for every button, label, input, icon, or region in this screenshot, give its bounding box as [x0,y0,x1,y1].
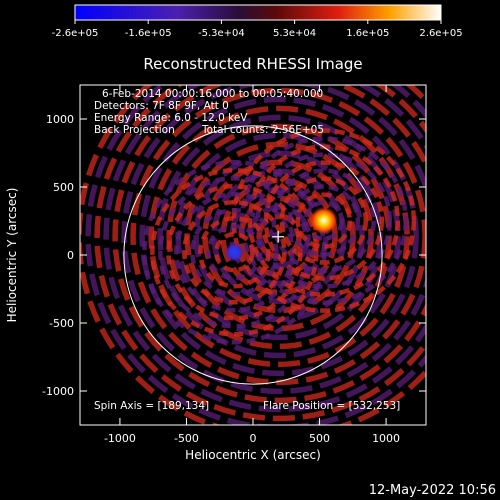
heatmap-ring [130,87,426,386]
info-annotations: 6-Feb-2014 00:00:16.000 to 00:05:40.000 … [94,88,324,136]
colorbar-tick-label: -1.6e+05 [125,28,172,39]
colorbar-tick-label: -5.3e+04 [198,28,245,39]
negative-source [224,242,245,263]
y-tick-label: 1000 [46,113,74,126]
negative-ring [206,224,263,281]
heatmap-ring [112,85,426,404]
total-counts-label: Total counts: 2.56E+05 [201,124,324,136]
y-axis-label: Heliocentric Y (arcsec) [5,188,19,323]
x-axis-label: Heliocentric X (arcsec) [185,448,321,462]
x-tick-label: 1000 [372,432,400,445]
flare-ring [303,200,345,241]
detectors-label: Detectors: 7F 8F 9F, Att 0 [94,100,229,112]
timestamp: 12-May-2022 10:56 [369,483,496,498]
colorbar [74,4,442,21]
flare-source [309,206,338,235]
negative-ring [198,216,271,289]
heatmap-ring [121,85,426,395]
colorbar-tick-label: 5.3e+04 [273,28,316,39]
heatmap-ring [103,85,426,413]
negative-ring [190,208,279,297]
axis-ticks: -1000 -500 0 500 1000 -1000 -500 0 500 1000 [42,85,426,445]
flare-ring [263,160,385,281]
energy-range-label: Energy Range: 6.0 - 12.0 keV [94,112,248,124]
heatmap-ring [148,105,410,368]
heatmap-ring [229,186,329,287]
flare-ring [231,128,417,313]
colorbar-tick-label: -2.6e+05 [52,28,99,39]
negative-ring [182,200,287,305]
x-tick-label: 0 [250,432,257,445]
heatmap-image [80,85,426,425]
flare-ring [279,176,369,265]
colorbar-ticks: -2.6e+05 -1.6e+05 -5.3e+04 5.3e+04 1.6e+05 2.… [52,20,463,39]
colorbar-tick-label: 2.6e+05 [419,28,462,39]
negative-ring [166,184,303,321]
time-range-label: 6-Feb-2014 00:00:16.000 to 00:05:40.000 [102,88,323,100]
negative-ring [214,232,255,273]
solar-limb-circle [123,125,383,385]
flare-ring [287,184,361,257]
x-tick-label: -1000 [104,432,136,445]
plot-area: -1000 -500 0 500 1000 -1000 -500 0 500 1000 [42,84,427,445]
negative-ring [174,192,295,313]
heatmap-ring [139,96,419,377]
spin-axis-label: Spin Axis = [189,134] [94,400,209,412]
y-tick-label: 500 [53,181,74,194]
y-tick-label: 0 [67,249,74,262]
x-tick-label: 500 [309,432,330,445]
y-tick-label: -500 [49,317,74,330]
heatmap-ring [94,85,426,422]
y-tick-label: -1000 [42,385,74,398]
chart-title: Reconstructed RHESSI Image [143,55,362,73]
colorbar-tick-label: 1.6e+05 [346,28,389,39]
spin-axis-marker [272,230,285,243]
negative-ring [142,160,327,345]
flare-ring [255,152,393,289]
flare-ring [271,168,377,273]
flare-position-label: Flare Position = [532,253] [263,400,400,412]
x-tick-label: -500 [174,432,199,445]
flare-ring [295,192,353,249]
method-label: Back Projection [94,124,175,136]
